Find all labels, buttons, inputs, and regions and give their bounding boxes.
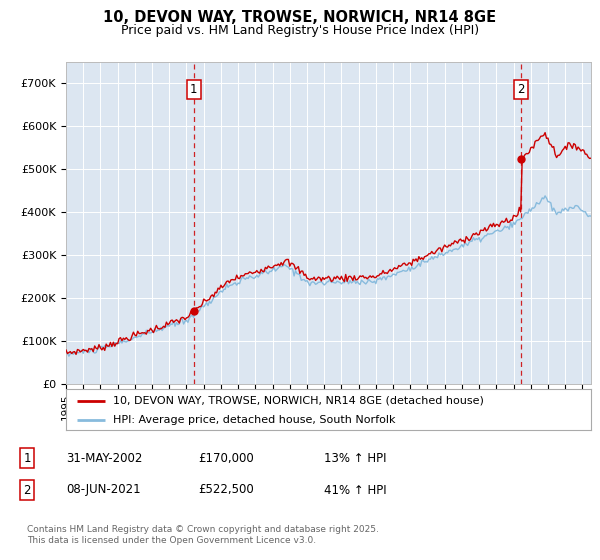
Text: 10, DEVON WAY, TROWSE, NORWICH, NR14 8GE: 10, DEVON WAY, TROWSE, NORWICH, NR14 8GE <box>103 10 497 25</box>
Text: HPI: Average price, detached house, South Norfolk: HPI: Average price, detached house, Sout… <box>113 415 396 425</box>
Text: 41% ↑ HPI: 41% ↑ HPI <box>324 483 386 497</box>
Text: 08-JUN-2021: 08-JUN-2021 <box>66 483 140 497</box>
Text: 2: 2 <box>23 483 31 497</box>
Text: 2: 2 <box>517 83 525 96</box>
Text: 10, DEVON WAY, TROWSE, NORWICH, NR14 8GE (detached house): 10, DEVON WAY, TROWSE, NORWICH, NR14 8GE… <box>113 396 484 405</box>
Text: Price paid vs. HM Land Registry's House Price Index (HPI): Price paid vs. HM Land Registry's House … <box>121 24 479 37</box>
Text: 13% ↑ HPI: 13% ↑ HPI <box>324 451 386 465</box>
Text: £170,000: £170,000 <box>198 451 254 465</box>
Text: Contains HM Land Registry data © Crown copyright and database right 2025.
This d: Contains HM Land Registry data © Crown c… <box>27 525 379 545</box>
Text: 1: 1 <box>190 83 197 96</box>
Text: 31-MAY-2002: 31-MAY-2002 <box>66 451 142 465</box>
Text: 1: 1 <box>23 451 31 465</box>
Text: £522,500: £522,500 <box>198 483 254 497</box>
